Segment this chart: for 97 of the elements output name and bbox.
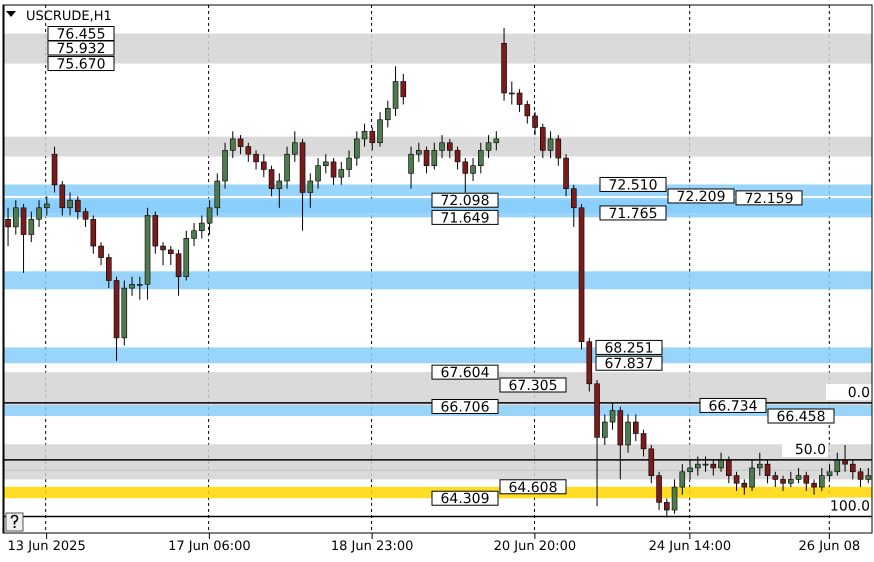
candlestick [36, 200, 42, 228]
candlestick [416, 142, 422, 162]
annotation: 66.458 [776, 409, 826, 425]
annotation: 75.932 [56, 41, 106, 57]
candlestick [400, 73, 406, 105]
candlestick [804, 471, 810, 492]
candlestick [385, 100, 391, 128]
candlestick [191, 222, 197, 247]
candlestick [199, 214, 205, 239]
candlestick [819, 467, 825, 492]
candlestick [261, 154, 267, 178]
candlestick [811, 478, 817, 496]
candlestick [330, 158, 336, 186]
candlestick [540, 123, 546, 159]
annotation: 64.608 [508, 480, 558, 496]
candlestick [788, 471, 794, 488]
candlestick [292, 130, 298, 162]
annotation: 0.0 [848, 384, 870, 401]
candlestick [176, 249, 182, 296]
x-tick-label: 17 Jun 06:00 [168, 539, 251, 554]
candlestick [230, 130, 236, 159]
annotation: 72.209 [676, 188, 726, 205]
candlestick [98, 242, 104, 266]
candlestick [362, 123, 368, 148]
candlestick [323, 154, 329, 174]
candlestick [377, 112, 383, 148]
candlestick [160, 242, 166, 266]
candlestick [82, 207, 88, 228]
candlestick [772, 471, 778, 488]
candlestick [447, 138, 453, 159]
y-tick-label: 71.649 [440, 210, 490, 226]
candlestick [633, 414, 639, 442]
candlestick [796, 467, 802, 484]
candlestick [338, 161, 344, 186]
candlestick [28, 211, 34, 243]
x-tick-label: 24 Jun 14:00 [648, 539, 732, 554]
candlestick [168, 246, 174, 266]
candlestick [346, 150, 352, 178]
annotation: 76.455 [56, 26, 106, 43]
candlestick [680, 464, 686, 496]
x-tick-label: 18 Jun 23:00 [330, 539, 414, 554]
candlestick [253, 150, 259, 170]
candlestick [858, 467, 864, 488]
candlestick [268, 165, 274, 197]
candlestick [276, 172, 282, 208]
annotation: 50.0 [794, 442, 826, 458]
x-tick-label: 26 Jun 08 [798, 539, 860, 554]
candlestick [67, 192, 73, 216]
candlestick [454, 146, 460, 170]
annotation: 66.734 [708, 398, 758, 414]
candlestick [315, 158, 321, 190]
candlestick [137, 276, 143, 300]
candlestick [780, 475, 786, 492]
y-tick-label: 64.309 [440, 491, 490, 508]
candlestick [75, 196, 81, 220]
candlestick [246, 142, 252, 162]
candlestick [432, 142, 438, 170]
candlestick [516, 88, 522, 113]
candlestick [238, 134, 244, 155]
annotation: 67.837 [604, 356, 654, 372]
candlestick [524, 100, 530, 124]
candlestick [308, 172, 314, 208]
annotation: 72.159 [744, 190, 794, 207]
annotation: 100.0 [830, 498, 870, 515]
annotation: 72.510 [608, 177, 658, 194]
candlestick [106, 253, 112, 289]
candlestick [556, 134, 562, 166]
candlestick [625, 414, 631, 454]
x-tick-label: 13 Jun 2025 [8, 539, 86, 554]
candlestick [571, 184, 577, 228]
candlestick [408, 146, 414, 190]
candlestick [439, 134, 445, 159]
candlestick [742, 478, 748, 496]
annotation: 68.251 [604, 340, 654, 356]
annotation: 75.670 [56, 56, 106, 73]
x-tick-label: 20 Jun 20:00 [494, 539, 576, 554]
candlestick [470, 158, 476, 182]
candlestick [60, 180, 66, 216]
candlestick [734, 471, 740, 492]
y-tick-label: 66.706 [440, 400, 490, 416]
candlestick [424, 146, 430, 174]
annotation: 67.305 [508, 378, 558, 394]
y-tick-label: 72.098 [440, 193, 490, 210]
annotation: 71.765 [608, 206, 658, 222]
candlestick [478, 142, 484, 174]
candlestick [672, 478, 678, 514]
y-tick-label: 67.604 [440, 365, 490, 382]
candlestick [494, 130, 500, 151]
candlestick [548, 130, 554, 159]
candlestick [129, 276, 135, 296]
candlestick [486, 134, 492, 159]
chart-title: USCRUDE,H1 [26, 9, 112, 24]
candlestick [640, 429, 646, 457]
candlestick [509, 81, 515, 105]
candlestick [602, 414, 608, 446]
candlestick [354, 130, 360, 166]
candlestick [13, 200, 19, 236]
